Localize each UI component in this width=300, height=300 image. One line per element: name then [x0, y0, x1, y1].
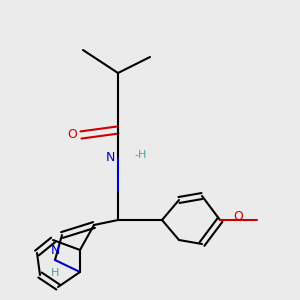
Text: H: H	[51, 268, 59, 278]
Text: O: O	[233, 211, 243, 224]
Text: N: N	[50, 244, 60, 257]
Text: N: N	[106, 152, 115, 164]
Text: O: O	[67, 128, 77, 142]
Text: -H: -H	[134, 150, 147, 160]
